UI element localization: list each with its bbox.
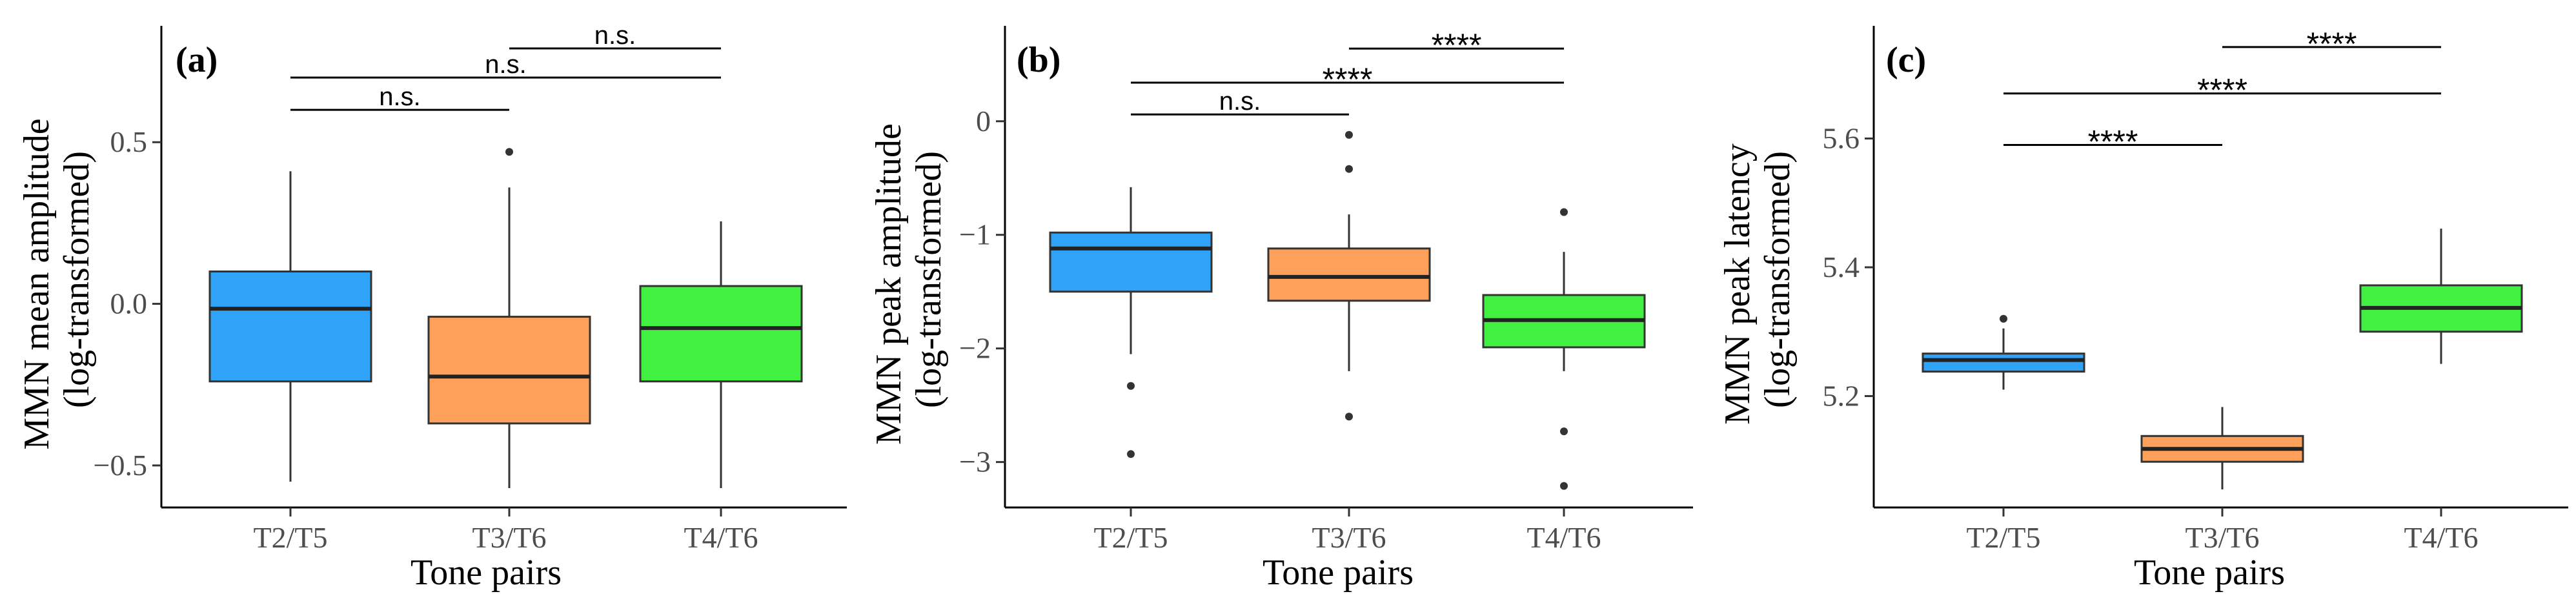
box-body xyxy=(1267,247,1431,302)
significance-label: n.s. xyxy=(594,21,636,50)
y-tick-label: 0.0 xyxy=(110,287,148,320)
boxplot-t4-t6 xyxy=(639,221,803,488)
significance-bracket: n.s. xyxy=(1131,87,1349,116)
y-tick-label: −0.5 xyxy=(94,449,147,482)
x-tick-label: T2/T5 xyxy=(1094,521,1168,554)
x-tick-label: T2/T5 xyxy=(254,521,328,554)
panel-a-ylabel-line1: MMN mean amplitude xyxy=(17,118,57,449)
significance-label: **** xyxy=(2088,124,2138,160)
significance-bracket: **** xyxy=(1349,27,1564,63)
significance-label: n.s. xyxy=(1219,87,1261,116)
y-tick-label: −1 xyxy=(959,218,991,251)
panel-b-label: (b) xyxy=(1017,40,1060,80)
outlier-point xyxy=(1560,482,1568,490)
panel-a-ylabel: MMN mean amplitude (log-transformed) xyxy=(17,109,97,449)
boxplot-t3-t6 xyxy=(2140,407,2304,490)
boxplot-t2-t5 xyxy=(1049,187,1213,458)
significance-label: **** xyxy=(1432,27,1482,63)
panel-c-ylabel: MMN peak latency (log-transformed) xyxy=(1718,134,1798,424)
panel-b-ylabel-line1: MMN peak amplitude xyxy=(869,123,909,445)
outlier-point xyxy=(1345,413,1353,421)
panel-c: MMN peak latency (log-transformed) Tone … xyxy=(1718,26,2568,593)
panel-a: MMN mean amplitude (log-transformed) Ton… xyxy=(17,21,847,593)
significance-bracket: **** xyxy=(2222,26,2441,62)
box-body xyxy=(1922,353,2085,373)
significance-label: **** xyxy=(2197,72,2247,108)
significance-bracket: n.s. xyxy=(290,83,509,111)
box-body xyxy=(208,271,372,383)
box-body xyxy=(1049,231,1213,293)
x-tick-label: T3/T6 xyxy=(2186,521,2260,554)
y-tick-label: 0.5 xyxy=(110,125,148,158)
outlier-point xyxy=(505,148,513,156)
significance-bracket: n.s. xyxy=(290,50,721,79)
significance-label: n.s. xyxy=(485,50,526,79)
boxplot-t4-t6 xyxy=(1482,208,1646,490)
significance-label: **** xyxy=(1323,61,1373,97)
panel-b-ylabel-line2: (log-transformed) xyxy=(909,151,949,408)
y-tick-label: 5.2 xyxy=(1823,379,1860,412)
significance-label: **** xyxy=(2307,26,2357,62)
significance-label: n.s. xyxy=(379,83,420,111)
panel-c-ylabel-line1: MMN peak latency xyxy=(1718,143,1758,424)
boxplot-t2-t5 xyxy=(1922,314,2085,390)
x-tick-label: T3/T6 xyxy=(1312,521,1386,554)
y-tick-label: 0 xyxy=(976,105,991,138)
y-tick-label: 5.4 xyxy=(1823,251,1860,283)
outlier-point xyxy=(1345,165,1353,173)
boxplot-t3-t6 xyxy=(1267,130,1431,421)
panel-b: MMN peak amplitude (log-transformed) Ton… xyxy=(869,26,1693,593)
x-tick-label: T3/T6 xyxy=(472,521,547,554)
significance-bracket: **** xyxy=(2003,72,2441,108)
panel-a-xlabel: Tone pairs xyxy=(411,553,562,593)
panel-c-label: (c) xyxy=(1886,40,1926,80)
box-body xyxy=(639,285,803,383)
x-tick-label: T4/T6 xyxy=(1527,521,1601,554)
panel-b-xlabel: Tone pairs xyxy=(1263,553,1414,593)
x-tick-label: T4/T6 xyxy=(2404,521,2479,554)
y-tick-label: −3 xyxy=(959,445,991,478)
panel-c-ylabel-line2: (log-transformed) xyxy=(1758,151,1798,408)
outlier-point xyxy=(1127,450,1135,458)
significance-bracket: **** xyxy=(2003,124,2222,160)
outlier-point xyxy=(1560,208,1568,216)
outlier-point xyxy=(1560,427,1568,436)
panel-a-label: (a) xyxy=(176,40,218,80)
y-tick-label: 5.6 xyxy=(1823,122,1860,155)
panel-b-ylabel: MMN peak amplitude (log-transformed) xyxy=(869,114,949,445)
significance-bracket: **** xyxy=(1131,61,1564,97)
outlier-point xyxy=(1345,130,1353,139)
boxplot-t4-t6 xyxy=(2359,229,2523,364)
boxplot-t3-t6 xyxy=(427,148,591,488)
panel-c-xlabel: Tone pairs xyxy=(2134,553,2285,593)
y-tick-label: −2 xyxy=(959,332,991,365)
x-tick-label: T4/T6 xyxy=(684,521,758,554)
boxplot-t2-t5 xyxy=(208,171,372,482)
x-tick-label: T2/T5 xyxy=(1967,521,2041,554)
outlier-point xyxy=(2000,314,2007,323)
significance-bracket: n.s. xyxy=(509,21,721,50)
box-body xyxy=(427,316,591,425)
panel-a-ylabel-line2: (log-transformed) xyxy=(57,151,97,408)
outlier-point xyxy=(1127,382,1135,390)
